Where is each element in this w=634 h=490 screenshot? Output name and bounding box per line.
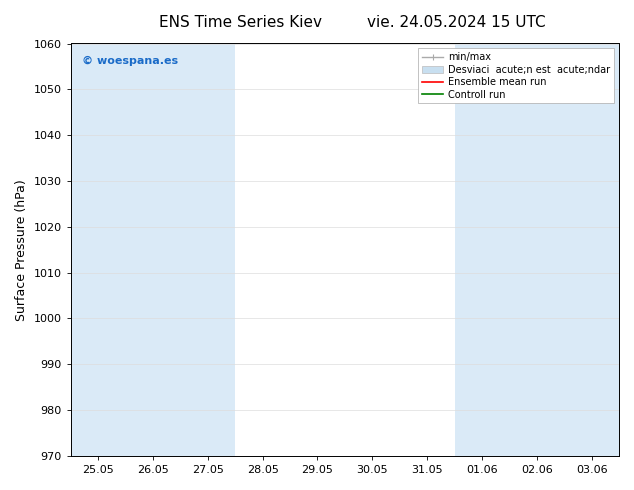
Bar <box>509 44 564 456</box>
Text: © woespana.es: © woespana.es <box>82 56 178 66</box>
Text: vie. 24.05.2024 15 UTC: vie. 24.05.2024 15 UTC <box>367 15 546 30</box>
Legend: min/max, Desviaci  acute;n est  acute;ndar, Ensemble mean run, Controll run: min/max, Desviaci acute;n est acute;ndar… <box>418 49 614 103</box>
Text: ENS Time Series Kiev: ENS Time Series Kiev <box>159 15 323 30</box>
Bar <box>564 44 619 456</box>
Y-axis label: Surface Pressure (hPa): Surface Pressure (hPa) <box>15 179 28 320</box>
Bar <box>455 44 509 456</box>
Bar <box>126 44 235 456</box>
Bar <box>71 44 126 456</box>
